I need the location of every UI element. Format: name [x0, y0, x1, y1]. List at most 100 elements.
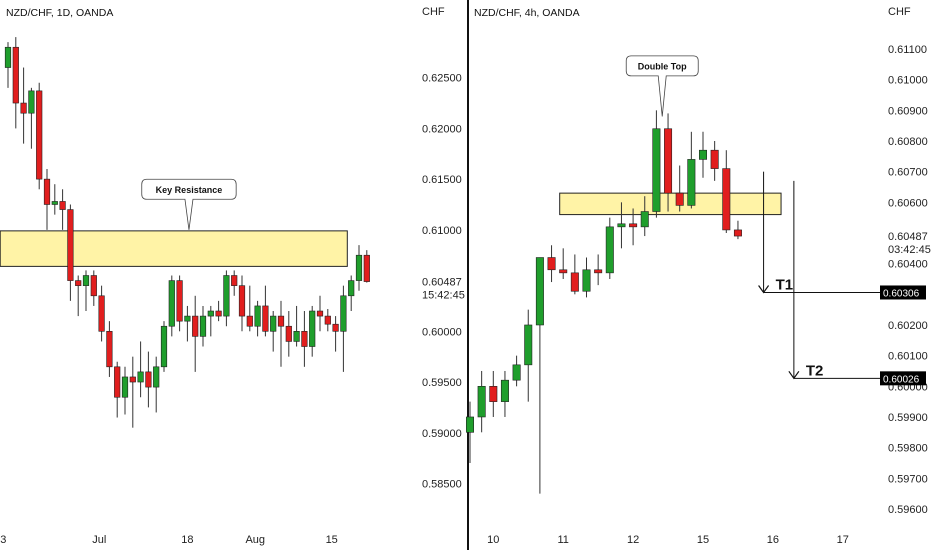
y-tick-label: 0.60200	[888, 320, 928, 332]
candle-up	[184, 315, 191, 322]
candle-down	[316, 310, 324, 317]
callout-text: Double Top	[638, 61, 687, 71]
h4-axis-unit: CHF	[888, 6, 911, 18]
candle-down	[75, 280, 82, 286]
y-tick-label: 0.60800	[888, 136, 928, 148]
candle-up	[617, 223, 626, 228]
x-tick-label: 11	[557, 534, 568, 546]
y-tick-label: 0.59900	[888, 412, 928, 424]
candle-up	[199, 315, 207, 337]
y-tick-label: 0.59800	[888, 443, 928, 455]
target-price-tag	[880, 285, 926, 300]
candle-down	[176, 280, 183, 322]
candle-down	[20, 102, 27, 114]
x-tick-label: 15	[326, 534, 338, 546]
candle-down	[489, 386, 498, 402]
candle-down	[215, 310, 222, 317]
candle-down	[231, 275, 238, 286]
candle-down	[559, 269, 568, 274]
candle-up	[293, 331, 300, 342]
candle-down	[246, 315, 253, 327]
callout-bubble	[625, 55, 699, 117]
y-tick-label: 0.61000	[888, 75, 928, 87]
resistance-zone	[559, 192, 782, 216]
x-tick-label: 17	[837, 534, 849, 546]
candle-up	[121, 376, 129, 398]
candle-up	[4, 46, 12, 68]
candle-up	[477, 386, 486, 418]
y-tick-label: 0.61500	[422, 174, 462, 186]
candle-up	[309, 310, 316, 347]
candle-up	[500, 379, 509, 402]
candle-down	[192, 315, 199, 337]
candle-up	[160, 325, 168, 368]
candle-down	[43, 178, 51, 205]
candle-down	[106, 331, 113, 368]
y-tick-label: 0.61100	[888, 44, 927, 56]
daily-axis-unit: CHF	[422, 6, 445, 18]
candle-down	[570, 272, 579, 292]
target-label: T2	[806, 362, 824, 379]
candle-up	[137, 371, 144, 383]
candle-down	[285, 325, 292, 342]
y-tick-label: 0.59000	[422, 428, 462, 440]
y-tick-label: 0.60100	[888, 351, 928, 363]
x-tick-label: 15	[697, 534, 709, 546]
y-tick-label: 0.62000	[422, 123, 462, 135]
x-tick-label: 10	[487, 534, 499, 546]
candle-down	[301, 331, 308, 347]
x-tick-label: 13	[0, 534, 6, 546]
candle-up	[82, 275, 90, 286]
resistance-zone	[0, 230, 348, 267]
target-label: T1	[776, 276, 794, 293]
candle-down	[12, 46, 19, 104]
candle-up	[153, 366, 160, 388]
y-tick-label: 0.59600	[888, 504, 928, 516]
x-tick-label: 18	[181, 534, 193, 546]
x-tick-label: 12	[627, 534, 639, 546]
daily-chart-title: NZD/CHF, 1D, OANDA	[6, 7, 113, 19]
y-tick-label: 0.59700	[888, 473, 928, 485]
y-tick-label: 0.59500	[422, 377, 462, 389]
candle-up	[340, 295, 347, 332]
x-tick-label: Aug	[245, 534, 265, 546]
candle-down	[722, 168, 731, 231]
daily-chart-panel: NZD/CHF, 1D, OANDA CHF 0.62500 0.62000 0.6…	[0, 6, 465, 546]
candle-up	[168, 280, 175, 327]
candle-up	[465, 416, 474, 433]
candle-up	[605, 226, 614, 274]
candle-up	[355, 254, 363, 281]
candle-down	[59, 201, 66, 210]
candle-down	[332, 323, 339, 332]
candle-up	[535, 257, 544, 326]
bar-countdown: 03:42:45	[888, 244, 931, 256]
x-tick-label: Jul	[92, 534, 106, 546]
candle-down	[114, 366, 121, 398]
candle-up	[254, 305, 261, 327]
h4-chart-panel: NZD/CHF, 4h, OANDA CHF 0.61100 0.61000 0.6…	[465, 6, 931, 546]
candle-down	[262, 305, 269, 332]
candle-down	[90, 275, 97, 297]
candle-up	[28, 90, 35, 114]
candle-down	[238, 285, 246, 317]
candle-up	[223, 275, 230, 317]
candle-down	[664, 128, 673, 194]
y-tick-label: 0.60700	[888, 167, 928, 179]
target-price-text: 0.60306	[883, 288, 920, 299]
target-price-tag	[880, 371, 926, 386]
target-price-text: 0.60026	[883, 374, 920, 385]
callout-bubble	[141, 178, 237, 230]
callout-text: Key Resistance	[156, 185, 223, 195]
candle-up	[582, 269, 591, 292]
current-price-label: 0.60487	[888, 231, 928, 243]
candle-up	[270, 315, 277, 332]
candle-down	[129, 376, 136, 383]
candle-up	[207, 310, 214, 317]
candle-up	[524, 324, 533, 366]
candle-down	[36, 90, 43, 180]
candle-up	[348, 280, 355, 297]
y-tick-label: 0.60600	[888, 197, 928, 209]
candle-down	[67, 209, 74, 281]
x-tick-label: 16	[767, 534, 779, 546]
